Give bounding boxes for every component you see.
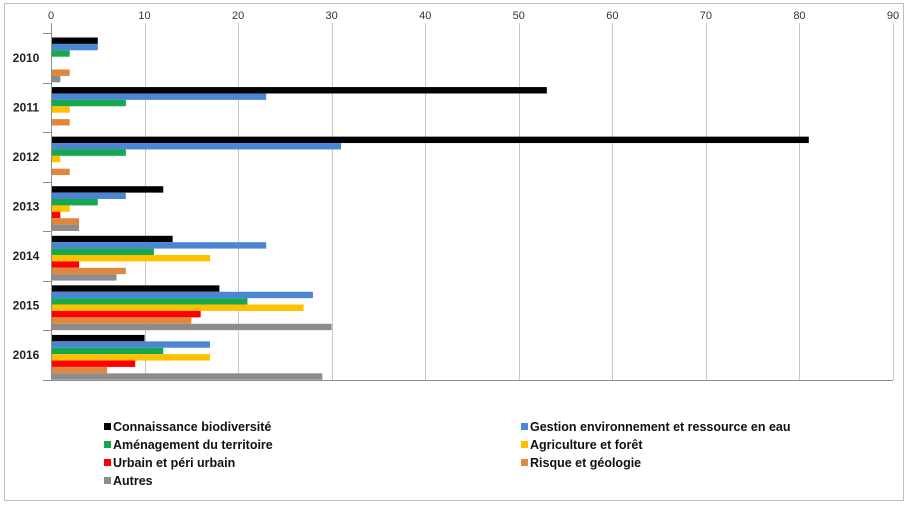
bar	[52, 347, 164, 355]
category-label: 2010	[13, 51, 40, 65]
legend-label: Gestion environnement et ressource en ea…	[530, 420, 791, 434]
bar	[52, 317, 192, 324]
category-label: 2011	[13, 100, 39, 114]
legend: Connaissance biodiversité Gestion environ…	[104, 420, 791, 488]
legend-swatch	[521, 459, 528, 466]
x-tick-label: 30	[326, 10, 338, 22]
legend-swatch	[521, 441, 528, 448]
bar	[52, 267, 126, 275]
bar	[52, 373, 323, 380]
legend-label: Urbain et péri urbain	[113, 456, 235, 470]
x-tick-label: 80	[793, 10, 805, 22]
bar	[52, 136, 809, 144]
legend-label: Agriculture et forêt	[530, 438, 643, 452]
bar	[52, 155, 61, 163]
x-tick-label: 50	[513, 10, 525, 22]
bar	[52, 75, 61, 83]
bar	[52, 334, 145, 342]
bar	[52, 119, 70, 126]
bar	[52, 323, 332, 331]
bar	[52, 211, 61, 219]
x-tick-label: 40	[419, 10, 431, 22]
x-tick-label: 60	[606, 10, 618, 22]
bar	[52, 43, 98, 51]
bar	[52, 99, 126, 107]
bar	[52, 149, 126, 156]
bar	[52, 242, 267, 249]
legend-swatch	[104, 459, 111, 466]
bar	[52, 261, 80, 268]
bar	[52, 87, 547, 94]
legend-swatch	[104, 477, 111, 484]
x-tick-label: 70	[700, 10, 712, 22]
bar	[52, 366, 108, 374]
bar	[52, 192, 126, 200]
legend-swatch	[521, 423, 528, 430]
legend-swatch	[104, 423, 111, 430]
legend-label: Connaissance biodiversité	[113, 420, 271, 434]
bar	[52, 50, 70, 57]
bar	[52, 274, 117, 281]
bar	[52, 248, 154, 255]
chart-frame	[4, 3, 904, 501]
bar	[52, 199, 98, 206]
legend-label: Autres	[113, 474, 153, 488]
bar	[52, 360, 136, 367]
bar	[52, 93, 267, 100]
category-label: 2015	[13, 299, 40, 313]
bar	[52, 298, 248, 305]
bar	[52, 143, 342, 150]
bar	[52, 235, 173, 243]
x-tick-label: 20	[232, 10, 244, 22]
bar	[52, 224, 80, 232]
bar	[52, 205, 70, 212]
x-tick-label: 0	[48, 10, 54, 22]
axis-labels: 0 10 20 30 40 50 60 70 80 90 2010 2011 2012 2013 2014 2…	[13, 10, 899, 362]
bar	[52, 186, 164, 193]
bar	[52, 341, 211, 348]
bar	[52, 291, 313, 299]
bar	[52, 310, 201, 318]
bar	[52, 354, 211, 361]
x-tick-label: 90	[887, 10, 899, 22]
bar	[52, 37, 98, 44]
x-tick-label: 10	[138, 10, 150, 22]
bar	[52, 168, 70, 176]
category-label: 2012	[13, 150, 40, 164]
legend-swatch	[104, 441, 111, 448]
bar	[52, 106, 70, 113]
bars	[52, 37, 809, 380]
bar	[52, 285, 220, 292]
bar	[52, 254, 211, 262]
category-label: 2014	[13, 249, 40, 263]
bar	[52, 304, 304, 311]
category-label: 2013	[13, 200, 40, 214]
category-label: 2016	[13, 348, 40, 362]
legend-label: Risque et géologie	[530, 456, 641, 470]
bar	[52, 69, 70, 76]
bar	[52, 218, 80, 225]
axes	[43, 23, 893, 381]
legend-label: Aménagement du territoire	[113, 438, 273, 452]
